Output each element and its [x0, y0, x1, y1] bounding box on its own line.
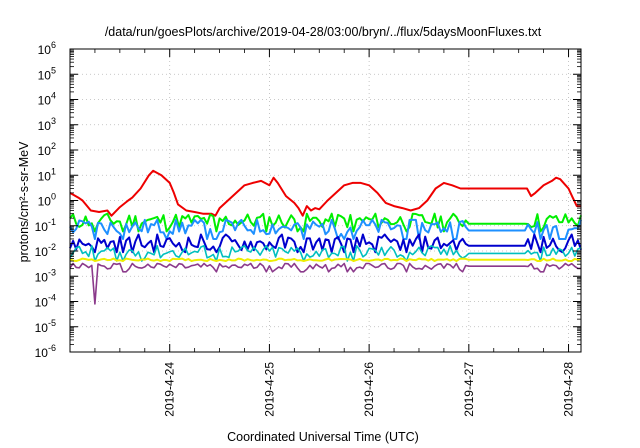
series-line — [69, 262, 581, 305]
series-line — [69, 233, 582, 254]
y-axis-label: protons/cm²-s-sr-MeV — [17, 141, 31, 263]
y-tick-label: 10-6 — [35, 343, 56, 360]
y-tick-label: 104 — [38, 91, 56, 108]
y-tick-label: 10-5 — [35, 318, 56, 335]
y-tick-label: 10-3 — [35, 267, 56, 284]
x-tick-label: 2019-4-27 — [462, 362, 476, 417]
y-tick-label: 100 — [38, 192, 56, 209]
y-tick-label: 106 — [38, 40, 56, 57]
series-line — [69, 212, 582, 233]
y-tick-label: 10-1 — [35, 217, 56, 234]
y-axis-ticks: 10-6 10-5 10-4 10-3 10-2 10-1 100 101 102 103 104 1… — [35, 40, 581, 360]
y-tick-label: 101 — [38, 166, 56, 183]
data-series — [69, 169, 582, 305]
y-tick-label: 10-2 — [35, 242, 56, 259]
x-tick-label: 2019-4-28 — [562, 362, 576, 417]
x-axis-ticks: 2019-4-24 2019-4-25 2019-4-26 2019-4-27 2019… — [94, 49, 576, 417]
x-tick-label: 2019-4-26 — [362, 362, 376, 417]
chart-title: /data/run/goesPlots/archive/2019-04-28/0… — [105, 25, 542, 39]
series-line — [69, 257, 582, 262]
x-axis-label: Coordinated Universal Time (UTC) — [227, 430, 419, 444]
x-tick-label: 2019-4-24 — [163, 362, 177, 417]
series-line — [69, 245, 582, 262]
series-line — [69, 169, 581, 217]
y-tick-label: 102 — [38, 141, 56, 158]
y-tick-label: 105 — [38, 65, 56, 82]
grid-lines — [70, 48, 581, 353]
y-tick-label: 10-4 — [35, 293, 56, 310]
y-tick-label: 103 — [38, 116, 56, 133]
x-tick-label: 2019-4-25 — [262, 362, 276, 417]
series-line — [69, 218, 582, 240]
